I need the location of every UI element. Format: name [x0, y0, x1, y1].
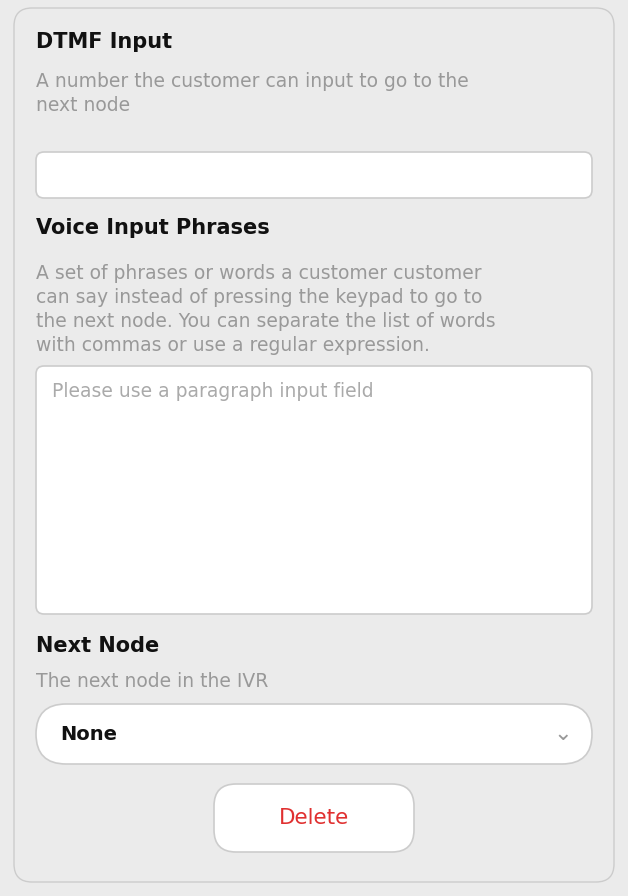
FancyBboxPatch shape [214, 784, 414, 852]
FancyBboxPatch shape [36, 366, 592, 614]
Text: the next node. You can separate the list of words: the next node. You can separate the list… [36, 312, 495, 331]
Text: None: None [60, 725, 117, 744]
Text: Voice Input Phrases: Voice Input Phrases [36, 218, 270, 238]
Text: ⌄: ⌄ [553, 724, 572, 744]
Text: next node: next node [36, 96, 130, 115]
Text: A number the customer can input to go to the: A number the customer can input to go to… [36, 72, 468, 91]
Text: A set of phrases or words a customer customer: A set of phrases or words a customer cus… [36, 264, 482, 283]
Text: DTMF Input: DTMF Input [36, 32, 172, 52]
Text: can say instead of pressing the keypad to go to: can say instead of pressing the keypad t… [36, 288, 482, 307]
FancyBboxPatch shape [14, 8, 614, 882]
Text: with commas or use a regular expression.: with commas or use a regular expression. [36, 336, 430, 355]
Text: Please use a paragraph input field: Please use a paragraph input field [52, 382, 374, 401]
Text: Delete: Delete [279, 808, 349, 828]
FancyBboxPatch shape [36, 704, 592, 764]
FancyBboxPatch shape [36, 152, 592, 198]
Text: Next Node: Next Node [36, 636, 160, 656]
Text: The next node in the IVR: The next node in the IVR [36, 672, 268, 691]
